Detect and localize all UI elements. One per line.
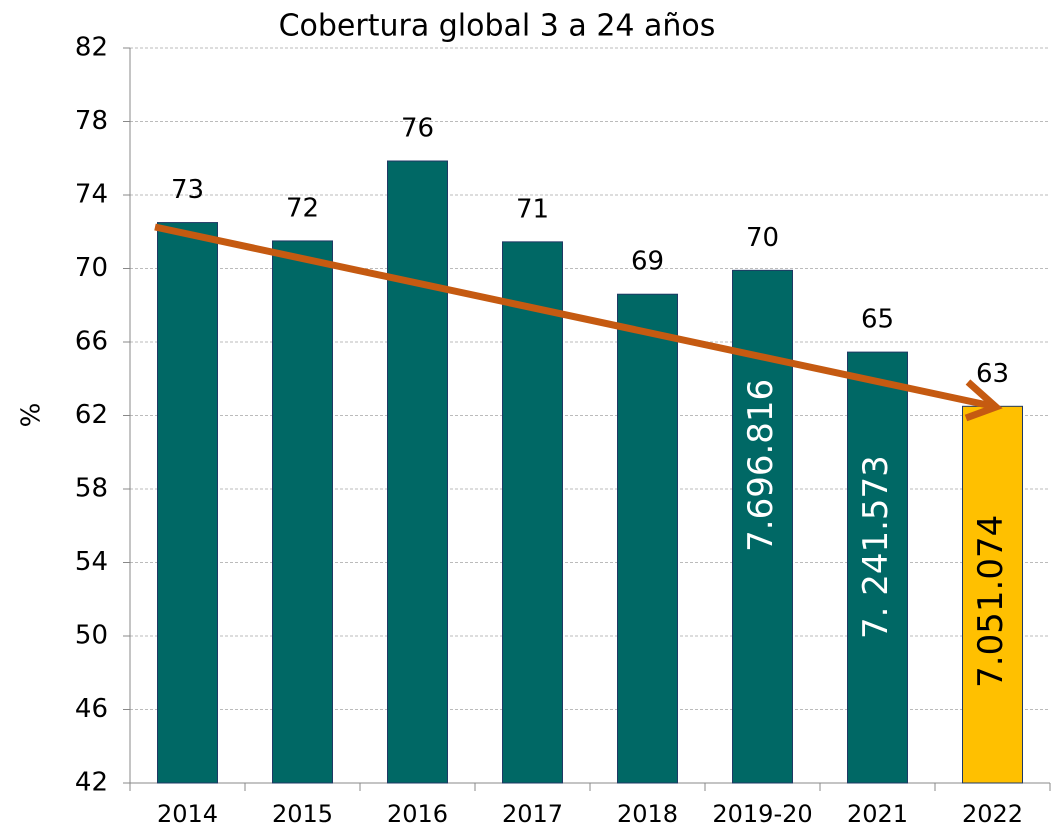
- y-tick-label: 82: [75, 33, 108, 63]
- y-tick-label: 70: [75, 253, 108, 283]
- plot-area: 42 46 50 54 58 62 66 70 74 78 82 2014 73 2015 72 2016 76…: [75, 33, 1051, 828]
- y-tick-label: 50: [75, 621, 108, 651]
- bar: [157, 222, 218, 784]
- trend-line: [154, 223, 993, 410]
- chart-title: Cobertura global 3 a 24 años: [279, 9, 716, 44]
- value-label: 69: [631, 247, 664, 277]
- value-label: 76: [401, 114, 434, 144]
- y-tick-label: 58: [75, 474, 108, 504]
- y-tick-label: 66: [75, 327, 108, 357]
- value-label: 65: [861, 305, 894, 335]
- y-tick-label: 54: [75, 547, 108, 577]
- x-tick-label: 2019-20: [712, 800, 812, 828]
- bar: [962, 405, 1023, 784]
- value-label: 71: [516, 194, 549, 224]
- x-tick-label: 2016: [387, 800, 448, 828]
- x-tick-label: 2018: [617, 800, 678, 828]
- value-label: 72: [286, 193, 319, 223]
- arrow-head: [964, 379, 1003, 422]
- bar: [847, 351, 908, 784]
- x-tick-label: 2022: [962, 800, 1023, 828]
- bar: [272, 240, 333, 784]
- y-tick-label: 74: [75, 180, 108, 210]
- bar-annotation: 7.051.074: [971, 515, 1011, 688]
- x-tick-label: 2014: [157, 800, 218, 828]
- y-tick-label: 62: [75, 400, 108, 430]
- y-tick-label: 46: [75, 694, 108, 724]
- value-label: 63: [976, 359, 1009, 389]
- y-axis-label: %: [17, 403, 47, 428]
- bar-annotation: 7.696.816: [741, 379, 781, 552]
- bar: [502, 241, 563, 784]
- x-tick-label: 2021: [847, 800, 908, 828]
- x-tick-label: 2015: [272, 800, 333, 828]
- y-tick-label: 78: [75, 106, 108, 136]
- x-tick-label: 2017: [502, 800, 563, 828]
- bar: [617, 293, 678, 784]
- value-label: 73: [171, 175, 204, 205]
- bar: [387, 160, 448, 784]
- value-label: 70: [746, 223, 779, 253]
- bar-annotation: 7. 241.573: [856, 455, 896, 639]
- y-tick-label: 42: [75, 768, 108, 798]
- trend-arrow: [154, 223, 1003, 422]
